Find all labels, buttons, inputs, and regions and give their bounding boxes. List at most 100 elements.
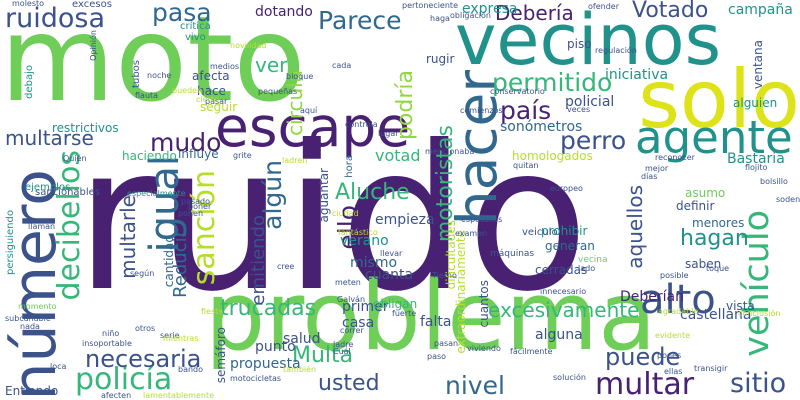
word-cloud-word: ruido (75, 103, 589, 336)
word-cloud-word: mencionaba (425, 147, 475, 156)
word-cloud-word: cierto (196, 95, 219, 104)
word-cloud-word: propuesta (230, 356, 301, 372)
word-cloud-word: punto (255, 339, 296, 355)
word-cloud-word: aquí (300, 106, 318, 115)
word-cloud-word: novilidad (230, 41, 267, 50)
word-cloud-word: debajo (24, 65, 35, 99)
word-cloud-word: cerradas (535, 263, 588, 277)
word-cloud-word: necesaria (85, 345, 202, 373)
word-cloud-word: ladre (333, 340, 354, 349)
word-cloud-word: Debería (495, 1, 574, 25)
word-cloud-word: poner (188, 202, 212, 211)
word-cloud-word: votad (375, 146, 421, 165)
word-cloud-word: prohibir (541, 224, 588, 238)
word-cloud-word: castellana (680, 307, 752, 323)
word-cloud-word: dotando (255, 4, 313, 20)
word-cloud-word: Multa (292, 343, 354, 368)
word-cloud-word: multar (595, 367, 695, 400)
word-cloud-word: lamentablemente (143, 391, 215, 400)
word-cloud-word: máquinas (490, 249, 535, 259)
word-cloud-word: examen (455, 229, 488, 238)
word-cloud-word: salud (283, 331, 321, 347)
word-cloud-word: Entiendo (5, 384, 59, 398)
word-cloud-word: paso (427, 352, 447, 361)
word-cloud-word: cuantos (477, 280, 491, 328)
word-cloud-word: momento (18, 302, 57, 311)
word-cloud-word: viviendo (467, 344, 501, 353)
word-cloud-word: soden (776, 195, 800, 204)
word-cloud-word: aquellos (623, 185, 647, 269)
word-cloud-word: emitiendo (248, 215, 269, 306)
word-cloud-word: problema (205, 262, 657, 372)
word-cloud-word: influye (178, 147, 219, 161)
word-cloud-word: policía (75, 362, 173, 397)
word-cloud-word: evidente (655, 331, 691, 340)
word-cloud-word: Votado (632, 0, 709, 23)
word-cloud-word: semáforo (214, 327, 228, 384)
word-cloud-word: excesivamente (488, 298, 640, 322)
word-cloud-word: solo (638, 53, 800, 146)
word-cloud-word: serie (160, 331, 180, 340)
word-cloud-word: solución (553, 373, 586, 382)
word-cloud-word: casa (342, 315, 375, 331)
word-cloud-word: alto (640, 277, 716, 323)
word-cloud-word: loca (50, 362, 67, 371)
word-cloud-word: cantidad (162, 235, 176, 288)
word-cloud-word: pertoneciente (402, 1, 458, 10)
word-cloud-word: quitan (513, 161, 539, 170)
word-cloud-word: vista (726, 299, 755, 313)
word-cloud-word: sonómetros (500, 119, 583, 135)
word-cloud-word: reconocer (655, 153, 695, 162)
word-cloud-word: piso (567, 37, 592, 51)
word-cloud-word: especialmente (127, 189, 186, 198)
word-cloud-word: cree (277, 262, 295, 271)
word-cloud-word: agente (635, 111, 793, 164)
word-cloud-word: falta (420, 314, 452, 330)
word-cloud-word: medios (210, 62, 240, 71)
word-cloud-word: perro (560, 126, 627, 155)
word-cloud-word: menores (692, 216, 745, 230)
word-cloud-word: expresa (462, 1, 518, 17)
word-cloud-word: Cuál (333, 347, 351, 356)
word-cloud-word: Bastaria (727, 151, 785, 167)
word-cloud-word: agradable (658, 307, 699, 316)
word-cloud-word: obligan (373, 297, 418, 311)
word-cloud-word: llaman (28, 222, 56, 231)
word-cloud-word: meten (335, 278, 361, 287)
word-cloud-word: primer (342, 299, 389, 315)
word-cloud-word: nada (20, 322, 40, 331)
word-cloud-word: trucadas (220, 296, 317, 321)
word-cloud-word: niño (102, 329, 120, 338)
word-cloud-word: nivel (445, 371, 505, 400)
word-cloud-word: ventana (751, 40, 765, 90)
word-cloud-word: insoportable (82, 339, 132, 348)
word-cloud-word: afecten (101, 391, 132, 400)
word-cloud-word: sitio (730, 368, 787, 399)
word-cloud-word: persiguiendo (5, 210, 16, 276)
word-cloud-word: ver (255, 53, 288, 77)
word-cloud-word: Galván (337, 295, 366, 304)
word-cloud-word: país (500, 96, 552, 125)
word-cloud-word: empieza (375, 212, 435, 228)
word-cloud-word: lugar (378, 129, 399, 138)
word-cloud-word: grite (233, 151, 252, 160)
word-cloud-word: días (641, 172, 658, 181)
word-cloud-word: decibelios (52, 150, 87, 301)
word-cloud-word: obligación (450, 11, 491, 20)
word-cloud-word: comienzos (460, 106, 503, 115)
word-cloud-word: transigir (694, 364, 728, 373)
word-cloud-word: pasan (434, 339, 459, 348)
word-cloud-word: bloque (286, 72, 314, 81)
word-cloud-word: veces (567, 105, 591, 114)
word-cloud-word: hagan (680, 226, 749, 251)
word-cloud-word: correr (340, 326, 364, 335)
word-cloud-word: sancionables (35, 187, 101, 198)
word-cloud-word: fantástico (338, 228, 378, 237)
word-cloud-word: vecina (578, 255, 608, 265)
word-cloud-word: pasar (205, 97, 228, 106)
word-cloud-word: ellas (664, 367, 683, 376)
word-cloud-word: ofender (588, 2, 619, 11)
word-cloud-word: tubos (131, 60, 142, 88)
word-cloud-word: verano (340, 233, 389, 249)
